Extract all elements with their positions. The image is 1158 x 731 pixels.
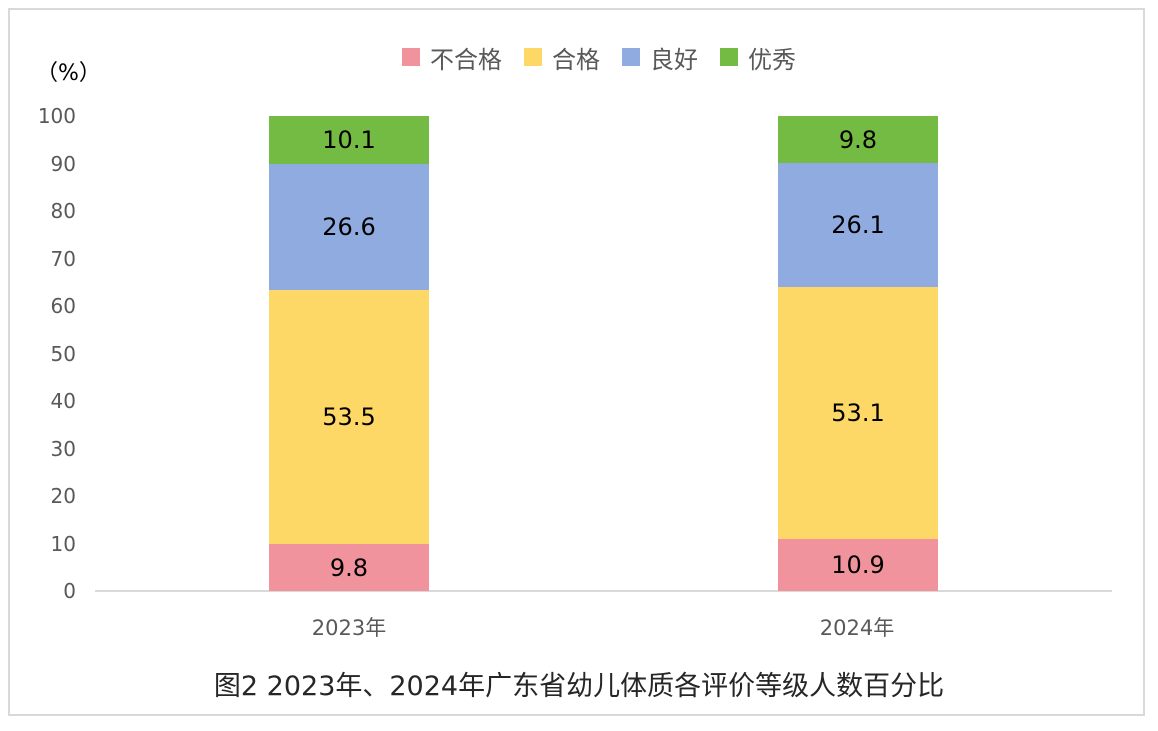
y-tick: 90 xyxy=(50,151,76,176)
y-tick: 0 xyxy=(63,579,76,603)
bar-segment-pass: 53.1 xyxy=(778,287,938,540)
data-label: 26.1 xyxy=(831,211,885,239)
y-tick: 80 xyxy=(50,199,76,223)
data-label: 53.1 xyxy=(831,399,885,428)
legend: 不合格 合格 良好 优秀 xyxy=(0,40,1158,74)
bar-segment-excellent: 10.1 xyxy=(269,116,429,164)
x-label-2024: 2024年 xyxy=(819,616,895,640)
data-label: 9.8 xyxy=(329,553,369,582)
y-tick: 70 xyxy=(50,246,76,271)
chart-frame xyxy=(8,8,1145,716)
legend-swatch xyxy=(622,48,640,66)
legend-label: 合格 xyxy=(552,45,600,74)
y-tick: 20 xyxy=(50,484,76,508)
y-tick: 50 xyxy=(50,341,76,366)
legend-label: 良好 xyxy=(650,45,698,74)
bar-segment-pass: 53.5 xyxy=(269,290,429,545)
y-tick: 40 xyxy=(50,389,76,413)
bar-segment-good: 26.6 xyxy=(269,163,429,291)
y-tick: 10 xyxy=(50,531,76,556)
y-tick: 60 xyxy=(50,294,76,318)
x-label-2023: 2023年 xyxy=(311,616,387,640)
legend-swatch xyxy=(524,48,542,66)
data-label: 26.6 xyxy=(322,213,376,242)
legend-label: 优秀 xyxy=(748,45,796,74)
legend-item-excellent: 优秀 xyxy=(720,40,796,75)
bar-segment-excellent: 9.8 xyxy=(778,116,938,164)
legend-item-good: 良好 xyxy=(622,40,698,75)
bar-segment-fail: 9.8 xyxy=(269,544,429,591)
legend-swatch xyxy=(720,48,738,66)
legend-item-pass: 合格 xyxy=(524,40,600,75)
x-axis-line xyxy=(95,590,1112,592)
legend-swatch xyxy=(402,48,420,66)
y-tick: 30 xyxy=(50,436,76,461)
bar-segment-good: 26.1 xyxy=(778,163,938,287)
y-axis-unit: （%） xyxy=(36,61,101,86)
legend-label: 不合格 xyxy=(430,45,502,74)
data-label: 9.8 xyxy=(838,125,878,154)
data-label: 53.5 xyxy=(322,403,376,432)
y-tick: 100 xyxy=(37,104,76,128)
data-label: 10.1 xyxy=(322,125,376,154)
bar-segment-fail: 10.9 xyxy=(778,539,938,591)
chart-caption: 图2 2023年、2024年广东省幼儿体质各评价等级人数百分比 xyxy=(213,671,945,702)
data-label: 10.9 xyxy=(831,551,885,580)
legend-item-fail: 不合格 xyxy=(402,40,502,75)
